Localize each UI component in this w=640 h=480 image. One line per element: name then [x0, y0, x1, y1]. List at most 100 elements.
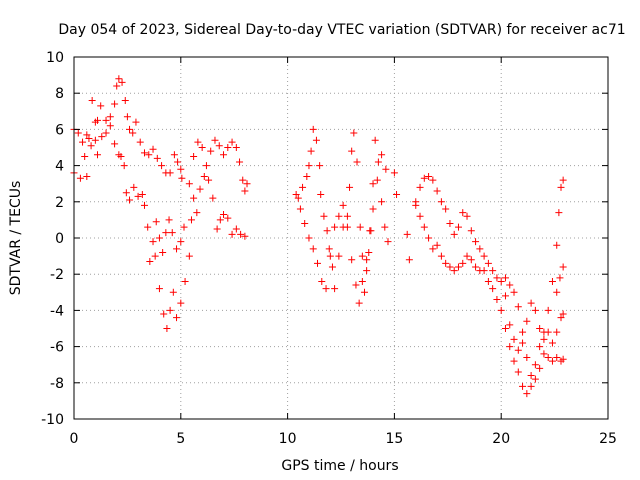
- data-point: [224, 144, 232, 151]
- data-point: [166, 306, 174, 314]
- data-point: [358, 252, 366, 260]
- data-point: [126, 125, 134, 133]
- chart-title: Day 054 of 2023, Sidereal Day-to-day VTE…: [58, 22, 625, 38]
- data-point: [378, 198, 386, 206]
- data-point: [531, 361, 539, 369]
- data-point: [312, 136, 320, 144]
- data-point: [159, 248, 167, 256]
- data-point: [527, 299, 535, 307]
- data-point: [540, 350, 548, 358]
- data-point: [83, 172, 91, 180]
- data-point: [544, 353, 552, 361]
- data-point: [93, 116, 101, 124]
- data-point: [323, 227, 331, 235]
- data-point: [325, 245, 333, 253]
- data-point: [369, 180, 377, 188]
- data-point: [346, 183, 354, 191]
- data-point: [378, 151, 386, 159]
- data-point: [437, 198, 445, 206]
- data-point: [102, 116, 110, 124]
- data-point: [454, 263, 462, 271]
- data-point: [433, 241, 441, 249]
- data-point: [531, 306, 539, 314]
- data-point: [335, 252, 343, 260]
- data-point: [305, 162, 313, 170]
- data-point: [559, 355, 567, 363]
- data-point: [360, 288, 368, 296]
- data-point: [425, 172, 433, 180]
- series-2: [70, 102, 188, 266]
- data-point: [416, 212, 424, 220]
- data-point: [216, 216, 224, 224]
- data-point: [363, 256, 371, 264]
- series-3: [151, 172, 249, 332]
- data-point: [213, 225, 221, 233]
- series-7: [412, 172, 567, 380]
- data-point: [153, 154, 161, 162]
- data-point: [79, 138, 87, 146]
- data-point: [356, 223, 364, 231]
- data-point: [190, 153, 198, 161]
- data-point: [433, 187, 441, 195]
- data-point: [170, 151, 178, 159]
- data-point: [350, 129, 358, 137]
- data-point: [177, 238, 185, 246]
- data-point: [173, 314, 181, 322]
- data-point: [442, 205, 450, 213]
- data-point: [220, 151, 228, 159]
- data-point: [553, 241, 561, 249]
- data-point: [237, 230, 245, 238]
- data-point: [209, 194, 217, 202]
- data-point: [151, 252, 159, 260]
- data-point: [163, 325, 171, 332]
- data-point: [301, 220, 309, 228]
- y-tick-labels: -10 -8 -6 -4 -2 0 2 4 6 8 10: [41, 50, 64, 428]
- data-point: [331, 285, 339, 293]
- data-point: [106, 122, 114, 130]
- data-point: [373, 176, 381, 184]
- y-tick-label: 8: [55, 86, 64, 102]
- data-point: [162, 229, 170, 237]
- data-point: [420, 174, 428, 182]
- data-point: [536, 325, 544, 332]
- data-point: [472, 238, 480, 246]
- data-point: [519, 328, 527, 336]
- data-point: [239, 176, 247, 184]
- x-tick-label: 15: [385, 431, 403, 447]
- data-point: [523, 353, 531, 361]
- data-point: [510, 357, 518, 365]
- data-point: [180, 223, 188, 231]
- data-point: [241, 187, 249, 195]
- data-point: [316, 162, 324, 170]
- x-tick-label: 25: [599, 431, 617, 447]
- x-tick-labels: 0 5 10 15 20 25: [70, 431, 617, 447]
- data-point: [374, 158, 382, 166]
- data-point: [178, 174, 186, 182]
- data-point: [501, 325, 509, 332]
- data-point: [335, 212, 343, 220]
- data-point: [425, 234, 433, 242]
- data-point: [339, 201, 347, 209]
- x-tick-label: 10: [279, 431, 297, 447]
- data-point: [198, 144, 206, 151]
- series-4: [185, 136, 251, 195]
- data-point: [459, 259, 467, 267]
- data-point: [519, 339, 527, 347]
- data-point: [166, 169, 174, 177]
- x-axis-label: GPS time / hours: [281, 458, 398, 474]
- data-point: [160, 310, 168, 318]
- data-point: [303, 172, 311, 180]
- data-point: [117, 153, 125, 161]
- data-point: [200, 172, 208, 180]
- data-point: [243, 180, 251, 188]
- data-point: [429, 245, 437, 253]
- data-point: [384, 238, 392, 246]
- data-point: [559, 263, 567, 271]
- data-point: [484, 277, 492, 285]
- data-point: [355, 299, 363, 307]
- data-point: [493, 274, 501, 282]
- y-tick-label: -10: [41, 412, 64, 428]
- data-point: [343, 223, 351, 231]
- data-point: [113, 82, 121, 90]
